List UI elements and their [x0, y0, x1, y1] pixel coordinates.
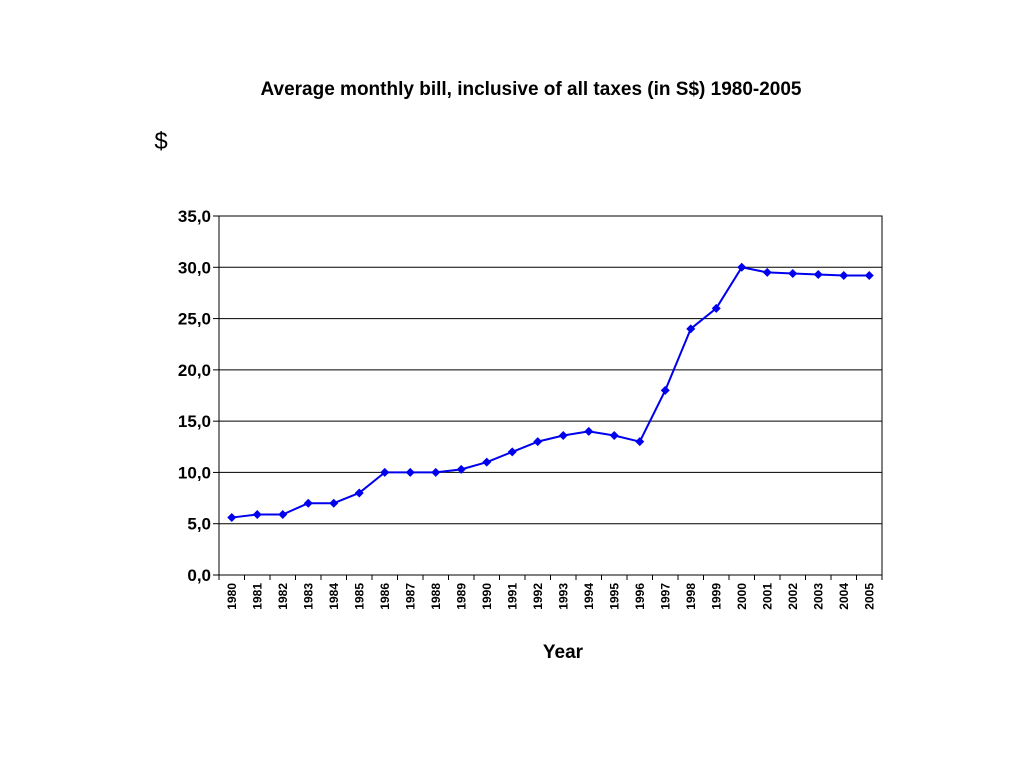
data-point — [482, 457, 492, 467]
y-tick-label: 10,0 — [178, 463, 211, 482]
x-tick-label: 1980 — [225, 583, 239, 610]
x-axis-label: Year — [543, 642, 584, 663]
data-point — [839, 270, 849, 280]
data-point — [584, 426, 594, 436]
y-tick-label: 20,0 — [178, 361, 211, 380]
data-point — [788, 268, 798, 278]
data-point — [558, 431, 568, 441]
x-tick-label: 1995 — [607, 583, 621, 610]
x-tick-label: 1989 — [454, 583, 468, 610]
x-tick-label: 2003 — [811, 583, 825, 610]
data-point — [329, 498, 339, 508]
x-tick-label: 1983 — [301, 583, 315, 610]
y-tick-label: 35,0 — [178, 207, 211, 226]
data-point — [813, 269, 823, 279]
x-tick-label: 2002 — [786, 583, 800, 610]
x-tick-label: 1991 — [505, 583, 519, 610]
x-tick-label: 2005 — [862, 583, 876, 610]
x-tick-label: 1981 — [250, 583, 264, 610]
data-point — [609, 431, 619, 441]
data-point — [405, 467, 415, 477]
data-point — [864, 270, 874, 280]
data-point — [635, 437, 645, 447]
y-tick-label: 5,0 — [187, 515, 211, 534]
x-tick-label: 1985 — [352, 583, 366, 610]
data-point — [252, 509, 262, 519]
data-point — [533, 437, 543, 447]
chart-title: Average monthly bill, inclusive of all t… — [260, 79, 801, 100]
x-tick-label: 1992 — [531, 583, 545, 610]
data-point — [660, 385, 670, 395]
y-tick-label: 15,0 — [178, 412, 211, 431]
x-tick-label: 1987 — [403, 583, 417, 610]
x-tick-label: 1996 — [633, 583, 647, 610]
y-tick-label: 25,0 — [178, 310, 211, 329]
data-point — [431, 467, 441, 477]
x-tick-label: 1998 — [684, 583, 698, 610]
plot-area — [218, 215, 883, 576]
data-point — [278, 509, 288, 519]
x-tick-label: 1990 — [480, 583, 494, 610]
data-point — [227, 513, 237, 523]
x-tick-label: 1999 — [709, 583, 723, 610]
data-point — [380, 467, 390, 477]
y-unit-label: $ — [154, 128, 167, 155]
x-tick-label: 1982 — [276, 583, 290, 610]
y-tick-label: 30,0 — [178, 258, 211, 277]
x-tick-label: 1997 — [658, 583, 672, 610]
gridlines — [219, 266, 882, 525]
series-line — [231, 266, 870, 519]
y-axis: 0,0 5,0 10,0 15,0 20,0 25,0 30,0 35,0 — [178, 207, 219, 585]
data-point — [456, 464, 466, 474]
x-tick-label: 1984 — [327, 583, 341, 610]
series-layer — [227, 262, 874, 523]
x-tick-label: 2001 — [760, 583, 774, 610]
x-tick-label: 1988 — [429, 583, 443, 610]
x-tick-label: 1986 — [378, 583, 392, 610]
data-point — [354, 488, 364, 498]
x-axis: 1980 1981 1982 1983 1984 1985 1986 1987 1988 1989… — [218, 575, 883, 610]
data-point — [711, 303, 721, 313]
data-point — [686, 324, 696, 334]
x-tick-label: 1994 — [582, 583, 596, 610]
x-tick-label: 2000 — [735, 583, 749, 610]
y-tick-label: 0,0 — [187, 566, 211, 585]
data-point — [507, 447, 517, 457]
data-point — [303, 498, 313, 508]
data-point — [737, 262, 747, 272]
data-point — [762, 267, 772, 277]
x-tick-label: 1993 — [556, 583, 570, 610]
x-tick-label: 2004 — [837, 583, 851, 610]
